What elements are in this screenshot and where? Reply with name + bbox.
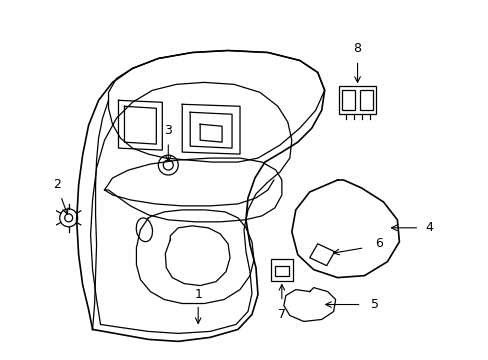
Text: 8: 8 [353, 42, 361, 55]
Bar [338, 86, 376, 114]
Bar [270, 259, 292, 280]
Bar [359, 90, 372, 110]
Text: 7: 7 [277, 308, 285, 321]
Text: 5: 5 [371, 298, 379, 311]
Bar [274, 266, 288, 276]
Bar [341, 90, 354, 110]
Text: 6: 6 [375, 237, 383, 250]
Text: 1: 1 [194, 288, 202, 301]
Text: 3: 3 [164, 124, 172, 137]
Text: 4: 4 [425, 221, 432, 234]
Text: 2: 2 [53, 179, 61, 192]
